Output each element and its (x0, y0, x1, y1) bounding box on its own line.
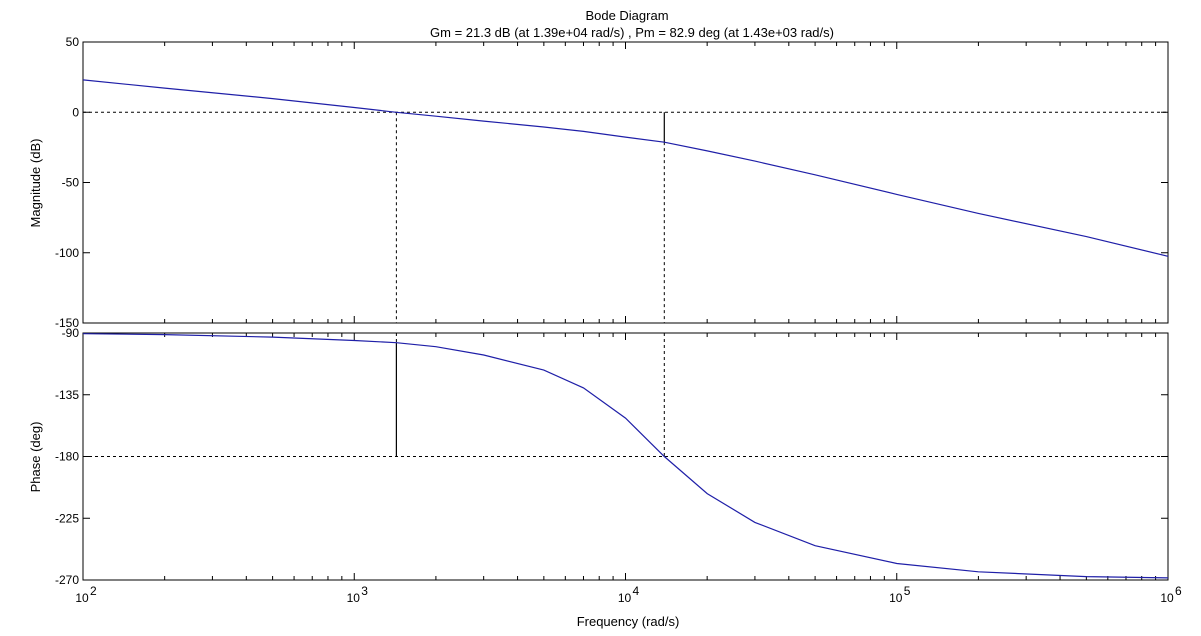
magnitude-y-tick-label: -50 (62, 176, 80, 190)
phase-axes: -90 -135 -180 -225 -270 (55, 326, 1169, 587)
magnitude-y-tick-label: -100 (55, 246, 79, 260)
magnitude-y-tick-label: 0 (72, 105, 79, 119)
x-tick-exponent: 2 (90, 584, 97, 598)
x-tick-exponent: 6 (1175, 584, 1182, 598)
x-tick-label: 10 (1160, 591, 1174, 605)
magnitude-y-tick-label: -150 (55, 316, 79, 330)
x-tick-labels: 10 2 10 3 10 4 10 5 10 6 (75, 584, 1182, 605)
magnitude-plot-box (82, 41, 1169, 324)
phase-series-line (82, 333, 1169, 579)
x-tick-label: 10 (889, 591, 903, 605)
x-tick-label: 10 (347, 591, 361, 605)
phase-y-tick-label: -225 (55, 511, 79, 525)
magnitude-axes: 50 0 -50 -100 -150 (55, 35, 1169, 330)
phase-y-tick-label: -135 (55, 388, 79, 402)
chart-title: Bode Diagram (585, 8, 668, 23)
magnitude-y-label: Magnitude (dB) (28, 139, 43, 228)
x-tick-label: 10 (75, 591, 89, 605)
phase-y-label: Phase (deg) (28, 422, 43, 493)
x-tick-exponent: 5 (904, 584, 911, 598)
phase-y-tick-label: -270 (55, 573, 79, 587)
magnitude-series-line (82, 79, 1169, 257)
chart-subtitle: Gm = 21.3 dB (at 1.39e+04 rad/s) , Pm = … (430, 25, 834, 40)
phase-y-tick-label: -180 (55, 450, 79, 464)
x-tick-exponent: 3 (361, 584, 368, 598)
x-tick-label: 10 (618, 591, 632, 605)
x-tick-exponent: 4 (633, 584, 640, 598)
magnitude-y-tick-label: 50 (66, 35, 80, 49)
x-axis-label: Frequency (rad/s) (577, 614, 680, 629)
phase-y-tick-label: -90 (62, 326, 80, 340)
